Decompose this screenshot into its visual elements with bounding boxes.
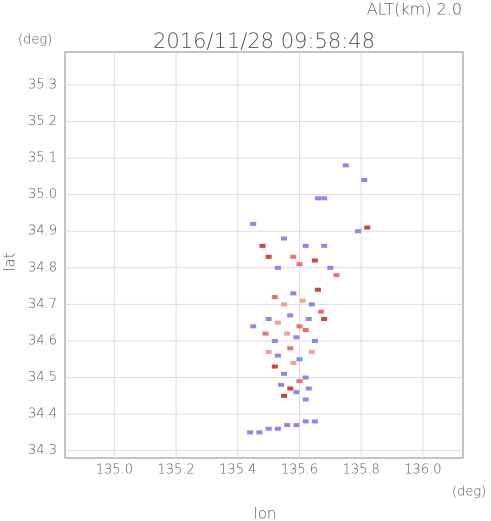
x-tick-label: 136.0 (404, 463, 441, 478)
data-point (265, 426, 272, 431)
data-point (259, 243, 266, 248)
data-point (311, 419, 318, 424)
data-point (281, 302, 288, 307)
data-point (293, 423, 300, 428)
data-point (364, 225, 371, 230)
data-point (287, 313, 294, 318)
y-tick-label: 35.2 (28, 114, 57, 129)
data-point (355, 229, 362, 234)
data-point (327, 265, 334, 270)
data-point (311, 338, 318, 343)
data-point (296, 324, 303, 329)
data-point (290, 360, 297, 365)
data-point (250, 221, 257, 226)
data-point (321, 243, 328, 248)
data-point (290, 291, 297, 296)
y-tick-label: 34.8 (28, 260, 57, 275)
data-point (271, 338, 278, 343)
x-tick-label: 135.0 (96, 463, 133, 478)
data-point (287, 386, 294, 391)
y-tick-label: 34.4 (28, 407, 57, 422)
x-tick-label: 135.4 (219, 463, 256, 478)
x-tick-label: 135.2 (157, 463, 194, 478)
data-point (311, 258, 318, 263)
data-point (302, 375, 309, 380)
y-unit: (deg) (18, 33, 52, 48)
data-point (293, 335, 300, 340)
data-point (290, 254, 297, 259)
data-point (314, 196, 321, 201)
data-point (302, 243, 309, 248)
data-point (265, 317, 272, 322)
data-point (308, 302, 315, 307)
data-point (281, 393, 288, 398)
data-point (305, 317, 312, 322)
x-unit: (deg) (452, 485, 486, 500)
data-point (265, 254, 272, 259)
data-point (284, 423, 291, 428)
data-point (302, 419, 309, 424)
data-point (271, 364, 278, 369)
data-point (321, 196, 328, 201)
altitude-label: ALT(km) 2.0 (367, 0, 462, 19)
data-point (274, 353, 281, 358)
data-point (274, 265, 281, 270)
x-axis-label: lon (254, 505, 277, 521)
y-tick-label: 34.6 (28, 333, 57, 348)
y-tick-label: 35.1 (28, 151, 57, 166)
data-point (305, 386, 312, 391)
data-point (333, 273, 340, 278)
data-point (247, 430, 254, 435)
y-tick-label: 34.3 (28, 443, 57, 458)
data-point (250, 324, 257, 329)
data-point (262, 331, 269, 336)
y-tick-label: 34.9 (28, 224, 57, 239)
data-point (296, 357, 303, 362)
data-point (296, 379, 303, 384)
y-tick-label: 35.0 (28, 187, 57, 202)
y-tick-label: 34.7 (28, 297, 57, 312)
data-point (271, 295, 278, 300)
data-point (274, 320, 281, 325)
x-tick-label: 135.8 (343, 463, 380, 478)
data-point (296, 262, 303, 267)
y-tick-label: 34.5 (28, 370, 57, 385)
x-tick-label: 135.6 (281, 463, 318, 478)
data-point (318, 309, 325, 314)
data-point (321, 317, 328, 322)
data-point (265, 349, 272, 354)
data-point (361, 178, 368, 183)
chart-title: 2016/11/28 09:58:48 (153, 29, 375, 53)
y-tick-label: 35.3 (28, 77, 57, 92)
data-point (256, 430, 263, 435)
data-point (308, 349, 315, 354)
y-axis-label: lat (1, 252, 19, 271)
data-point (287, 346, 294, 351)
data-point (277, 382, 284, 387)
plot-frame (64, 51, 464, 459)
data-point (302, 397, 309, 402)
data-point (299, 298, 306, 303)
data-point (274, 426, 281, 431)
data-point (342, 163, 349, 168)
data-point (293, 390, 300, 395)
data-point (302, 327, 309, 332)
data-point (314, 287, 321, 292)
data-point (284, 331, 291, 336)
data-point (281, 236, 288, 241)
data-point (281, 371, 288, 376)
